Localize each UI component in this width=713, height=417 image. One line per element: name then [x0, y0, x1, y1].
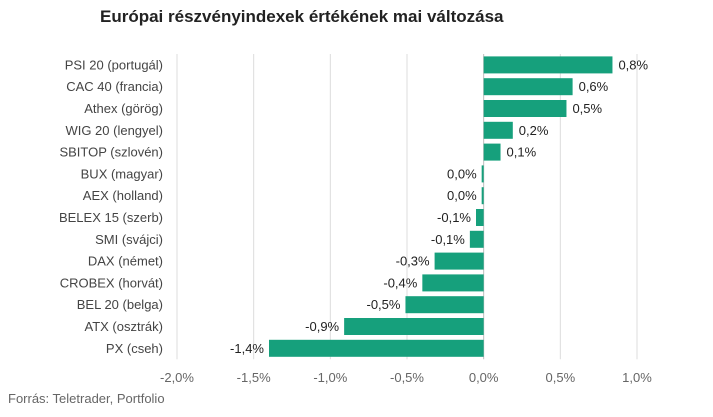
- bar: [469, 230, 484, 248]
- data-label: -0,1%: [431, 232, 465, 247]
- data-label: -0,3%: [396, 254, 430, 269]
- category-label: PX (cseh): [106, 341, 163, 356]
- bar: [344, 318, 484, 335]
- data-label: -0,5%: [366, 297, 400, 312]
- data-label: -0,1%: [437, 210, 471, 225]
- data-label: -0,4%: [383, 275, 417, 290]
- data-label: 0,8%: [618, 57, 648, 72]
- bar: [481, 165, 484, 183]
- bar: [434, 252, 484, 270]
- category-label: WIG 20 (lengyel): [65, 123, 163, 138]
- category-label: CROBEX (horvát): [60, 275, 163, 290]
- data-label: 0,6%: [579, 79, 609, 94]
- bar: [483, 56, 613, 74]
- source-note: Forrás: Teletrader, Portfolio: [8, 391, 165, 406]
- bar: [481, 187, 484, 205]
- data-label: -0,9%: [305, 319, 339, 334]
- category-label: PSI 20 (portugál): [65, 57, 163, 72]
- bar: [476, 209, 484, 226]
- bar: [483, 78, 573, 96]
- x-tick-label: -1,5%: [237, 370, 271, 385]
- x-tick-label: 0,0%: [469, 370, 499, 385]
- category-label: Athex (görög): [84, 101, 163, 116]
- category-label: SBITOP (szlovén): [59, 145, 163, 160]
- x-tick-label: 1,0%: [622, 370, 652, 385]
- bar: [483, 100, 567, 117]
- data-label: 0,0%: [447, 188, 477, 203]
- category-label: SMI (svájci): [95, 232, 163, 247]
- category-label: DAX (német): [88, 254, 163, 269]
- x-tick-label: -2,0%: [160, 370, 194, 385]
- category-label: BEL 20 (belga): [77, 297, 163, 312]
- x-tick-label: -0,5%: [390, 370, 424, 385]
- bar: [269, 339, 484, 357]
- category-label: ATX (osztrák): [85, 319, 164, 334]
- data-label: 0,0%: [447, 166, 477, 181]
- bar: [483, 143, 501, 161]
- chart-title: Európai részvényindexek értékének mai vá…: [100, 7, 504, 26]
- bar: [422, 274, 484, 292]
- data-label: -1,4%: [230, 341, 264, 356]
- data-label: 0,1%: [507, 145, 537, 160]
- category-label: BELEX 15 (szerb): [59, 210, 163, 225]
- category-label: CAC 40 (francia): [66, 79, 163, 94]
- x-tick-label: -1,0%: [313, 370, 347, 385]
- data-label: 0,2%: [519, 123, 549, 138]
- bar: [405, 296, 484, 314]
- category-label: AEX (holland): [83, 188, 163, 203]
- category-label: BUX (magyar): [81, 166, 163, 181]
- data-label: 0,5%: [572, 101, 602, 116]
- x-tick-label: 0,5%: [546, 370, 576, 385]
- bar: [483, 121, 513, 139]
